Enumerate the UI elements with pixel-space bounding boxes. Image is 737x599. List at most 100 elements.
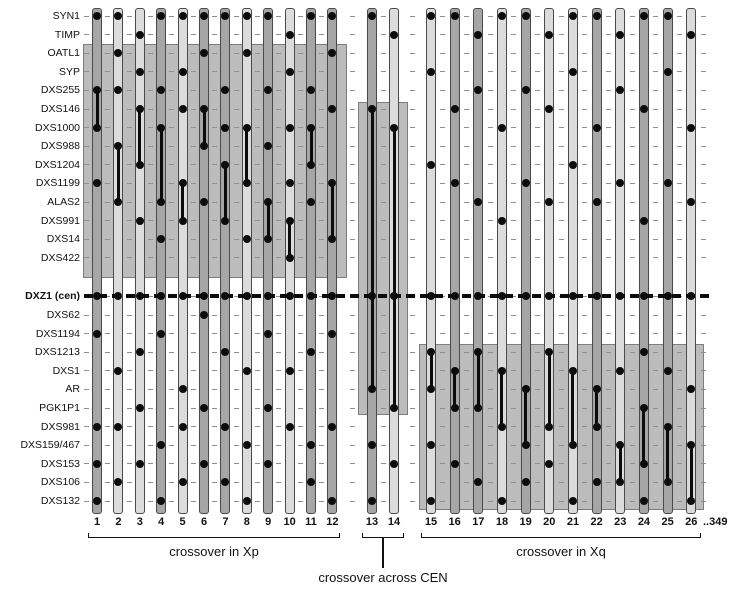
row-tick xyxy=(409,463,415,465)
row-tick xyxy=(212,333,218,335)
row-tick xyxy=(605,444,611,446)
row-tick xyxy=(126,314,132,316)
row-tick xyxy=(255,481,260,483)
row-tick xyxy=(319,238,325,240)
marker-dot xyxy=(663,292,672,301)
marker-dot xyxy=(157,235,166,244)
row-tick xyxy=(701,145,706,147)
row-tick xyxy=(126,463,132,465)
row-tick xyxy=(653,351,659,353)
row-tick xyxy=(605,182,611,184)
marker-dot xyxy=(157,86,166,95)
row-tick xyxy=(126,370,132,372)
row-tick xyxy=(233,52,239,54)
crossover-line xyxy=(223,164,227,221)
row-tick xyxy=(605,201,611,203)
row-tick xyxy=(148,89,153,91)
marker-dot xyxy=(592,292,601,301)
marker-label: PGK1P1 xyxy=(39,402,80,414)
marker-dot xyxy=(242,49,251,58)
marker-dot xyxy=(616,441,625,450)
row-tick xyxy=(233,71,239,73)
row-tick xyxy=(297,407,303,409)
row-tick xyxy=(233,444,239,446)
crossover-line xyxy=(392,127,396,408)
marker-label: DXS1 xyxy=(52,364,80,377)
chromosome-bar xyxy=(199,8,209,514)
row-tick xyxy=(255,15,260,17)
marker-dot xyxy=(687,30,696,39)
row-tick xyxy=(409,314,415,316)
row-tick xyxy=(653,238,659,240)
marker-dot xyxy=(285,30,294,39)
row-tick xyxy=(534,15,540,17)
row-tick xyxy=(676,15,682,17)
row-tick xyxy=(148,201,153,203)
row-tick xyxy=(701,164,706,166)
row-tick xyxy=(380,351,386,353)
marker-dot xyxy=(157,441,166,450)
row-tick xyxy=(297,182,303,184)
row-tick xyxy=(212,127,218,129)
column-number: 23 xyxy=(614,516,627,528)
row-tick xyxy=(169,127,175,129)
row-tick xyxy=(487,314,493,316)
row-tick xyxy=(233,407,239,409)
marker-dot xyxy=(221,12,230,20)
row-tick xyxy=(319,15,325,17)
row-tick xyxy=(190,15,196,17)
marker-dot xyxy=(178,385,187,394)
row-tick xyxy=(105,388,111,390)
row-tick xyxy=(511,127,517,129)
row-tick xyxy=(105,127,111,129)
column-number: 9 xyxy=(265,516,272,528)
row-tick xyxy=(676,388,682,390)
marker-dot xyxy=(328,12,337,20)
row-tick xyxy=(558,52,564,54)
marker-dot xyxy=(328,235,337,244)
crossover-line xyxy=(245,127,249,184)
row-tick xyxy=(653,407,659,409)
row-tick xyxy=(212,108,218,110)
row-tick xyxy=(605,481,611,483)
row-tick xyxy=(105,108,111,110)
row-tick xyxy=(276,108,282,110)
row-tick xyxy=(350,15,355,17)
row-tick xyxy=(440,481,446,483)
row-tick xyxy=(83,257,89,259)
row-tick xyxy=(148,481,153,483)
row-tick xyxy=(83,333,89,335)
column-number: 11 xyxy=(305,516,317,528)
marker-dot xyxy=(427,348,435,357)
marker-dot xyxy=(390,459,398,468)
row-tick xyxy=(190,426,196,428)
marker-dot xyxy=(114,198,123,206)
marker-dot xyxy=(427,12,435,20)
marker-dot xyxy=(114,49,123,58)
row-tick xyxy=(212,182,218,184)
row-tick xyxy=(463,407,469,409)
cen-bracket-stem xyxy=(382,538,384,568)
row-tick xyxy=(83,314,89,316)
row-tick xyxy=(255,145,260,147)
row-tick xyxy=(212,220,218,222)
row-tick xyxy=(169,34,175,36)
marker-dot xyxy=(200,142,208,151)
row-tick xyxy=(83,407,89,409)
row-tick xyxy=(212,463,218,465)
marker-dot xyxy=(639,216,648,225)
row-tick xyxy=(440,182,446,184)
row-tick xyxy=(463,444,469,446)
row-tick xyxy=(605,15,611,17)
row-tick xyxy=(169,481,175,483)
cen-bracket xyxy=(362,533,404,538)
crossover-line xyxy=(309,127,313,165)
row-tick xyxy=(653,34,659,36)
row-tick xyxy=(487,333,493,335)
row-tick xyxy=(169,314,175,316)
row-tick xyxy=(83,351,89,353)
marker-dot xyxy=(93,329,101,338)
crossover-line xyxy=(429,352,433,390)
row-tick xyxy=(701,500,706,502)
marker-dot xyxy=(497,422,506,431)
